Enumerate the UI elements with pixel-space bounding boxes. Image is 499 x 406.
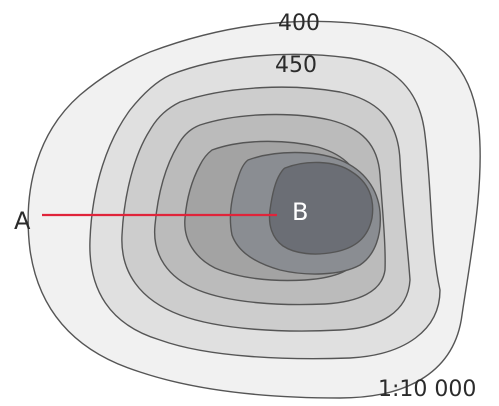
contour-label-400: 400 [278,11,320,36]
point-b-label: B [292,198,308,226]
contour-label-450: 450 [275,53,317,78]
scale-label: 1:10 000 [378,377,476,402]
point-a-label: A [14,207,31,235]
contour-ring-7 [268,161,374,255]
